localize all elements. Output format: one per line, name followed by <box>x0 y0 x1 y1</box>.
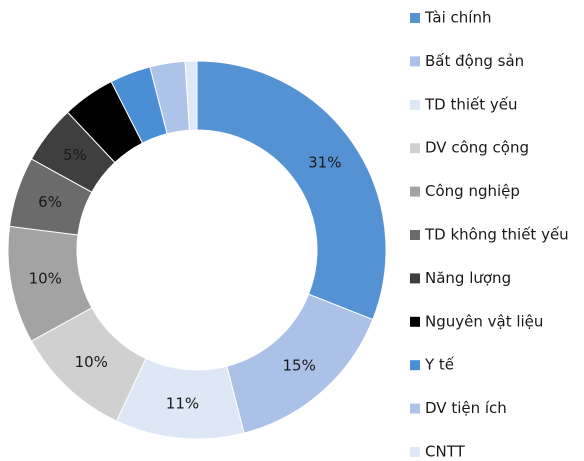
legend-swatch <box>410 316 420 327</box>
legend-swatch <box>410 273 420 284</box>
legend-label: Công nghiệp <box>425 182 520 200</box>
legend-label: Năng lượng <box>425 269 511 287</box>
data-label: 5% <box>63 146 87 164</box>
legend-swatch <box>410 99 420 110</box>
legend-swatch <box>410 360 420 371</box>
legend-swatch <box>410 403 420 414</box>
legend-swatch <box>410 13 420 23</box>
legend-label: Y tế <box>424 356 455 374</box>
legend-swatch <box>410 143 420 154</box>
data-label: 10% <box>29 269 62 287</box>
legend-label: Nguyên vật liệu <box>425 312 543 330</box>
slice <box>196 60 387 321</box>
data-label: 10% <box>75 353 108 371</box>
data-label: 31% <box>308 154 341 172</box>
data-label: 6% <box>38 193 62 211</box>
legend-swatch <box>410 186 420 197</box>
legend-label: Bất động sản <box>425 52 524 70</box>
legend-label: Tài chính <box>424 9 491 27</box>
legend-label: DV tiện ích <box>425 399 507 417</box>
legend-label: TD thiết yếu <box>424 95 518 113</box>
legend-swatch <box>410 56 420 67</box>
slice <box>184 60 198 131</box>
legend-label: TD không thiết yếu <box>424 226 569 244</box>
legend-label: CNTT <box>425 443 466 461</box>
data-label: 15% <box>283 356 316 374</box>
legend-swatch <box>410 447 420 457</box>
data-label: 11% <box>166 394 199 412</box>
legend-swatch <box>410 230 420 240</box>
legend-label: DV công cộng <box>425 139 529 157</box>
